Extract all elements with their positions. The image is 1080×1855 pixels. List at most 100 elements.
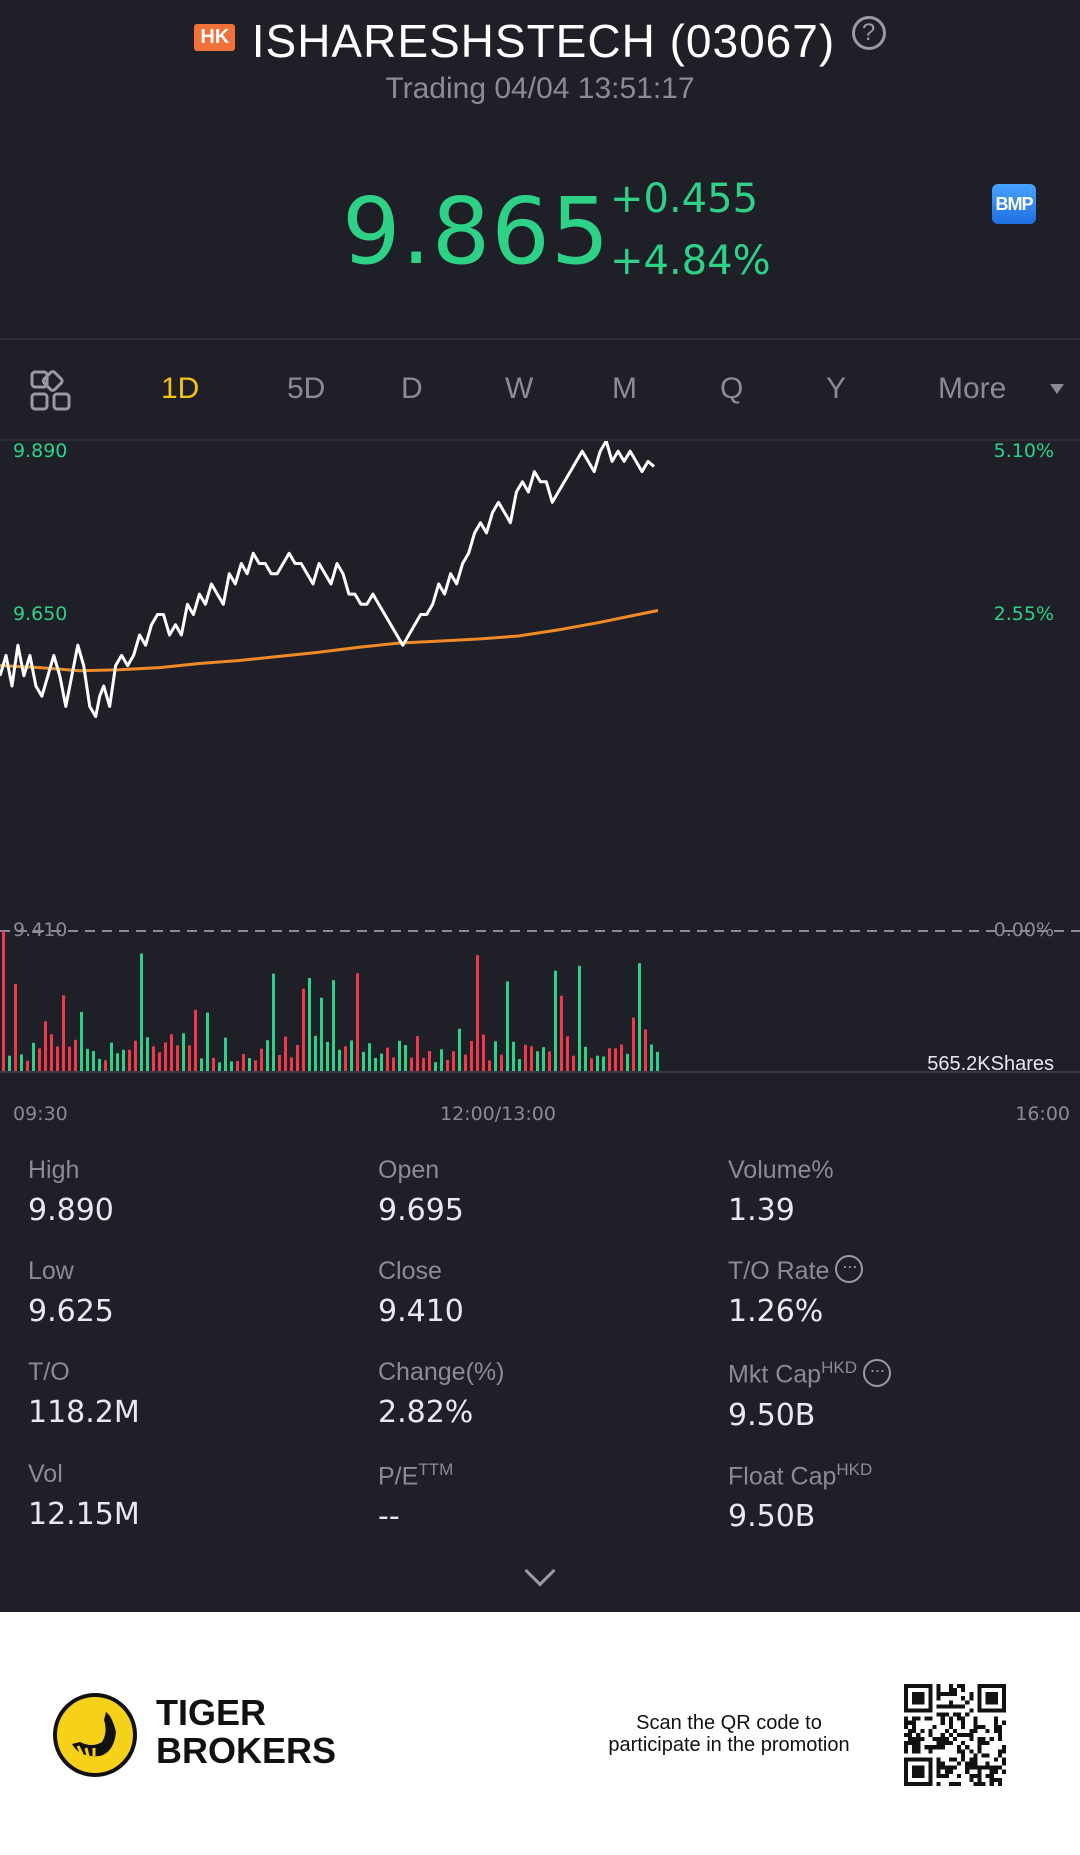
tab-y[interactable]: Y (826, 372, 847, 405)
stat-label: High (28, 1156, 80, 1184)
volume-bar (500, 1054, 503, 1071)
volume-bar (86, 1048, 89, 1071)
volume-bar (290, 1057, 293, 1071)
volume-bar (458, 1028, 461, 1071)
volume-bar (62, 995, 65, 1071)
volume-bar (74, 1039, 77, 1071)
volume-bar (530, 1046, 533, 1071)
volume-bar (110, 1042, 113, 1071)
stat-label: Open (378, 1156, 440, 1184)
intraday-chart[interactable]: 9.890 5.10% 9.650 2.55% 9.410 0.00% 565.… (0, 439, 1080, 1131)
volume-bar (254, 1060, 257, 1071)
volume-bar (476, 955, 479, 1071)
volume-bar (158, 1052, 161, 1071)
stat-label: Close (378, 1257, 442, 1285)
volume-bar (2, 931, 5, 1071)
stat-label: Low (28, 1257, 74, 1285)
volume-bar (224, 1037, 227, 1071)
last-price: 9.865 (342, 178, 611, 285)
tab-1d[interactable]: 1D (161, 372, 200, 405)
volume-bars (0, 931, 1080, 1073)
volume-bar (176, 1045, 179, 1071)
volume-bar (236, 1061, 239, 1071)
tab-w[interactable]: W (505, 372, 534, 405)
volume-bar (566, 1036, 569, 1071)
volume-bar (428, 1050, 431, 1071)
time-label-end: 16:00 (1015, 1103, 1070, 1125)
volume-bar (122, 1049, 125, 1071)
volume-bar (386, 1047, 389, 1071)
volume-bar (536, 1051, 539, 1071)
price-change-percent: +4.84% (610, 238, 771, 284)
layout-grid-icon[interactable] (30, 370, 72, 412)
tab-q[interactable]: Q (720, 372, 744, 405)
volume-bar (398, 1040, 401, 1071)
stat-high: High 9.890 (28, 1156, 368, 1228)
ticker-title: ISHARESHSTECH (03067) (251, 15, 836, 67)
volume-bar (596, 1055, 599, 1071)
volume-bar (296, 1044, 299, 1071)
volume-bar (632, 1017, 635, 1071)
volume-bar (80, 1011, 83, 1071)
volume-bar (416, 1036, 419, 1071)
volume-bar (524, 1044, 527, 1071)
y-axis-right-top: 5.10% (993, 440, 1054, 462)
stat-float-cap: Float CapHKD 9.50B (728, 1460, 1068, 1534)
chart-canvas[interactable] (0, 439, 1080, 1131)
volume-bar (266, 1040, 269, 1071)
caret-down-icon[interactable] (1050, 384, 1064, 394)
more-info-icon[interactable]: ··· (863, 1358, 891, 1387)
volume-bar (248, 1058, 251, 1071)
tab-d[interactable]: D (401, 372, 423, 405)
tab-5d[interactable]: 5D (287, 372, 326, 405)
currency-sup: HKD (836, 1460, 873, 1479)
bmp-badge[interactable]: BMP (992, 184, 1036, 224)
volume-bar (434, 1062, 437, 1071)
stat-value: 9.695 (378, 1193, 464, 1228)
time-label-start: 09:30 (13, 1103, 68, 1125)
qr-code-icon[interactable] (904, 1684, 1006, 1786)
volume-bar (410, 1057, 413, 1071)
volume-bar (482, 1034, 485, 1071)
volume-bar (188, 1045, 191, 1071)
volume-bar (644, 1029, 647, 1071)
stats-grid: High 9.890 Open 9.695 Volume% 1.39 Low 9… (0, 1150, 1080, 1610)
volume-bar (14, 983, 17, 1071)
volume-bar (362, 1051, 365, 1071)
volume-bar (8, 1055, 11, 1071)
volume-bar (260, 1048, 263, 1071)
price-line (0, 439, 655, 719)
trading-status: Trading 04/04 13:51:17 (385, 72, 695, 105)
ttm-sup: TTM (418, 1460, 454, 1479)
volume-bar (278, 1054, 281, 1071)
volume-bar (584, 1046, 587, 1071)
tiger-logo-icon (53, 1693, 137, 1777)
volume-bar (200, 1058, 203, 1071)
volume-bar (602, 1056, 605, 1071)
volume-bar (506, 981, 509, 1071)
tab-m[interactable]: M (612, 372, 637, 405)
volume-bar (20, 1054, 23, 1071)
volume-bar (464, 1054, 467, 1071)
volume-bar (218, 1062, 221, 1071)
stat-close: Close 9.410 (378, 1257, 718, 1329)
volume-bar (302, 988, 305, 1071)
volume-bar (50, 1034, 53, 1071)
volume-bar (164, 1042, 167, 1071)
stat-label: Mkt Cap (728, 1360, 822, 1389)
volume-bar (494, 1041, 497, 1071)
volume-bar (404, 1045, 407, 1071)
more-info-icon[interactable]: ··· (835, 1255, 864, 1284)
price-change: +0.455 (610, 176, 759, 222)
volume-bar (344, 1046, 347, 1071)
volume-bar (608, 1048, 611, 1071)
volume-bar (542, 1047, 545, 1071)
volume-bar (314, 1035, 317, 1071)
volume-bar (44, 1021, 47, 1071)
volume-bar (170, 1034, 173, 1071)
volume-bar (26, 1060, 29, 1071)
help-icon[interactable]: ? (851, 16, 886, 50)
tab-more[interactable]: More (938, 372, 1007, 405)
y-axis-left-bottom: 9.410 (13, 919, 68, 941)
volume-bar (104, 1060, 107, 1071)
